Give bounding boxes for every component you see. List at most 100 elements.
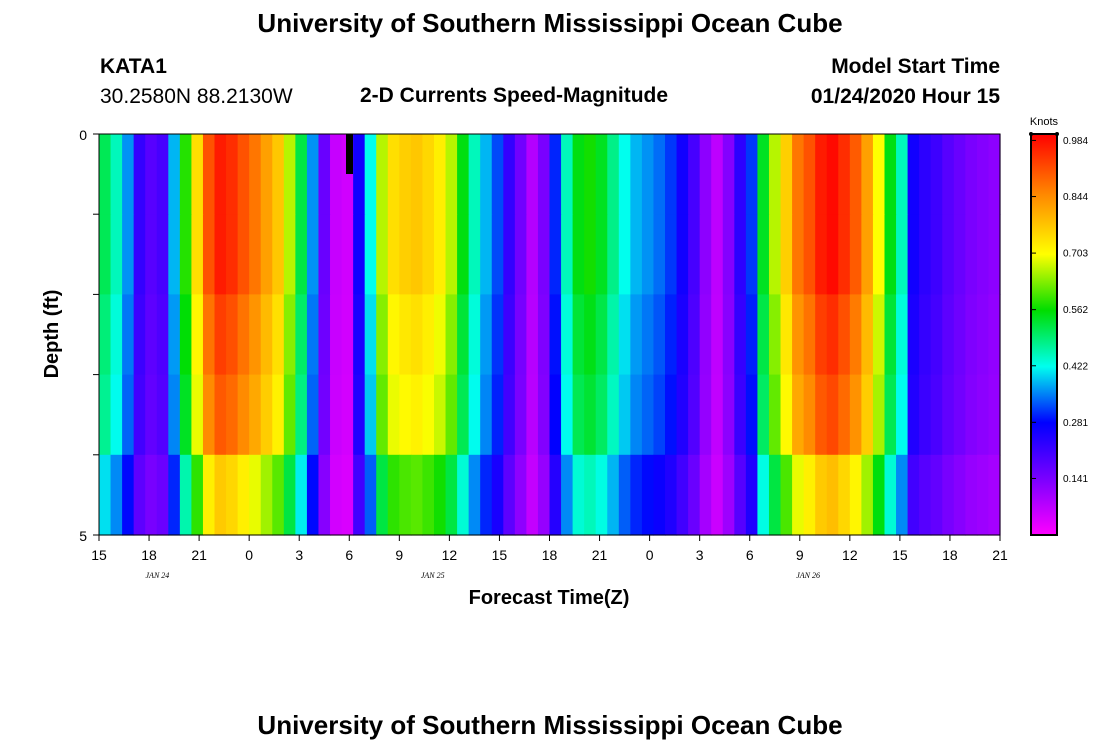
heatmap-cell bbox=[930, 454, 943, 536]
heatmap-cell bbox=[872, 134, 886, 215]
heatmap-cell bbox=[168, 374, 181, 456]
heatmap-cell bbox=[561, 134, 574, 215]
colorbar-tick-label: 0.984 bbox=[1063, 136, 1088, 147]
heatmap-cell bbox=[145, 454, 158, 536]
heatmap-cell bbox=[237, 294, 250, 376]
heatmap-cell bbox=[537, 454, 551, 536]
y-axis-label: Depth (ft) bbox=[41, 290, 63, 379]
heatmap-cell bbox=[988, 214, 1001, 295]
heatmap-cell bbox=[942, 454, 955, 536]
x-tick-label: 9 bbox=[796, 547, 804, 563]
heatmap-cell bbox=[283, 294, 296, 376]
heatmap-cell bbox=[179, 214, 193, 295]
heatmap-cell bbox=[734, 134, 747, 215]
heatmap-cell bbox=[665, 134, 678, 215]
heatmap-cell bbox=[792, 454, 805, 536]
heatmap-cell bbox=[722, 454, 735, 536]
heatmap-cell bbox=[745, 134, 759, 215]
heatmap-cell bbox=[665, 214, 678, 295]
heatmap-cell bbox=[249, 374, 262, 456]
heatmap-cell bbox=[457, 374, 470, 456]
heatmap-cell bbox=[179, 374, 193, 456]
heatmap-cell bbox=[734, 374, 747, 456]
heatmap-cell bbox=[745, 294, 759, 376]
heatmap-cell bbox=[260, 454, 273, 536]
heatmap-cell bbox=[272, 374, 285, 456]
heatmap-cell bbox=[861, 214, 874, 295]
x-tick-label: 18 bbox=[141, 547, 157, 563]
heatmap-cell bbox=[133, 454, 146, 536]
x-tick-label: 18 bbox=[942, 547, 958, 563]
heatmap-cell bbox=[630, 454, 643, 536]
heatmap-cell bbox=[249, 134, 262, 215]
heatmap-cell bbox=[376, 454, 389, 536]
heatmap-cell bbox=[803, 454, 816, 536]
heatmap-cell bbox=[630, 294, 643, 376]
heatmap-cell bbox=[122, 134, 135, 215]
heatmap-cell bbox=[768, 454, 782, 536]
heatmap-cell bbox=[711, 454, 724, 536]
heatmap-cell bbox=[156, 214, 169, 295]
heatmap-cell bbox=[202, 134, 216, 215]
model-start-value: 01/24/2020 Hour 15 bbox=[810, 85, 1000, 108]
heatmap-cell bbox=[191, 374, 204, 456]
heatmap-cell bbox=[410, 134, 424, 215]
axis-ticks: 15 18 21 0 3 6 9 12 15 18 21 0 3 6 9 12 15 18 21 JAN 24 JAN … bbox=[79, 127, 1008, 580]
heatmap-cell bbox=[665, 454, 678, 536]
heatmap-cell bbox=[780, 214, 793, 295]
heatmap-cell bbox=[202, 214, 216, 295]
heatmap-cell bbox=[122, 454, 135, 536]
heatmap-cell bbox=[988, 134, 1001, 215]
x-axis-label: Forecast Time(Z) bbox=[469, 587, 630, 609]
heatmap-cell bbox=[641, 454, 655, 536]
colorbar-tick-label: 0.703 bbox=[1063, 249, 1088, 260]
x-tick-label: 21 bbox=[992, 547, 1008, 563]
heatmap-cell bbox=[896, 454, 909, 536]
heatmap-cell bbox=[872, 454, 886, 536]
heatmap-cell bbox=[572, 454, 585, 536]
heatmap-cell bbox=[480, 454, 493, 536]
heatmap-cell bbox=[283, 214, 296, 295]
heatmap-cell bbox=[410, 294, 424, 376]
heatmap-cell bbox=[295, 214, 308, 295]
heatmap-cell bbox=[376, 134, 389, 215]
date-label: JAN 24 bbox=[146, 571, 170, 580]
heatmap-cell bbox=[295, 134, 308, 215]
heatmap-cell bbox=[884, 454, 897, 536]
heatmap-cell bbox=[757, 214, 770, 295]
heatmap-cell bbox=[838, 134, 851, 215]
heatmap-cell bbox=[457, 134, 470, 215]
heatmap-cell bbox=[433, 294, 447, 376]
heatmap-cell bbox=[699, 134, 712, 215]
heatmap-cell bbox=[353, 214, 366, 295]
heatmap-cell bbox=[306, 454, 320, 536]
heatmap-cell bbox=[364, 374, 377, 456]
heatmap-cell bbox=[191, 134, 204, 215]
heatmap-cell bbox=[330, 134, 343, 215]
heatmap-cell bbox=[826, 214, 839, 295]
heatmap-cell bbox=[179, 134, 193, 215]
heatmap-cell bbox=[110, 454, 123, 536]
heatmap-cell bbox=[653, 134, 666, 215]
heatmap-cell bbox=[711, 214, 724, 295]
heatmap-cell bbox=[226, 454, 239, 536]
heatmap-cell bbox=[122, 374, 135, 456]
x-tick-label: 15 bbox=[91, 547, 107, 563]
heatmap-cell bbox=[283, 134, 296, 215]
heatmap-cell bbox=[457, 454, 470, 536]
heatmap-cell bbox=[260, 134, 273, 215]
heatmap-cell bbox=[919, 374, 932, 456]
heatmap-cell bbox=[572, 214, 585, 295]
heatmap-cell bbox=[537, 134, 551, 215]
heatmap-cell bbox=[676, 374, 689, 456]
x-tick-label: 12 bbox=[442, 547, 458, 563]
heatmap-cell bbox=[803, 374, 816, 456]
heatmap-cell bbox=[872, 294, 886, 376]
heatmap-cell bbox=[353, 134, 366, 215]
heatmap-cell bbox=[896, 294, 909, 376]
heatmap-cell bbox=[861, 454, 874, 536]
heatmap-cell bbox=[503, 454, 516, 536]
heatmap-cell bbox=[676, 454, 689, 536]
heatmap-cell bbox=[399, 134, 412, 215]
heatmap-cell bbox=[387, 214, 400, 295]
